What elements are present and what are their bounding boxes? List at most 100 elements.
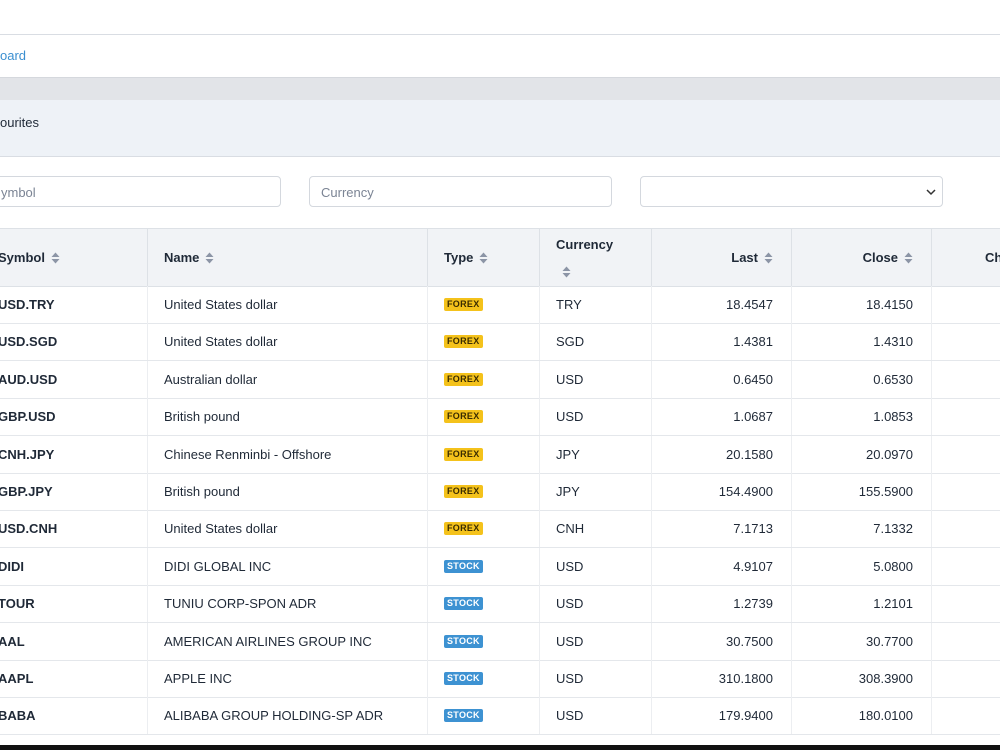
table-body: USD.TRY United States dollar FOREX TRY 18.45… (0, 286, 1000, 745)
table-row[interactable]: AAPL APPLE INC STOCK USD 310.1800 308.3900 (0, 660, 1000, 698)
header-text: Ch (985, 250, 1000, 265)
cell-text: 5.0800 (873, 558, 913, 574)
cell-text: Australian dollar (164, 371, 258, 387)
cell-text: 4.9107 (733, 558, 773, 574)
table-row[interactable]: BABA ALIBABA GROUP HOLDING-SP ADR STOCK USD… (0, 697, 1000, 736)
panel-header: ourites (0, 100, 1000, 157)
column-divider (791, 697, 792, 735)
column-divider (147, 473, 148, 510)
table-row[interactable]: GBP.JPY British pound FOREX JPY 154.4900 155.… (0, 473, 1000, 511)
cell-text: British pound (164, 484, 240, 499)
column-divider (147, 229, 148, 286)
sort-icon[interactable] (205, 252, 214, 264)
header-text: Close (862, 250, 898, 265)
column-divider (539, 435, 540, 473)
column-divider (147, 660, 148, 697)
cell-text: 30.7700 (866, 633, 913, 649)
cell-text: 308.3900 (858, 671, 913, 686)
column-divider (791, 360, 792, 398)
column-divider (651, 286, 652, 323)
cell-text: United States dollar (164, 334, 278, 350)
cell-text: 179.9400 (718, 708, 773, 724)
table-row[interactable]: CNH.JPY Chinese Renminbi - Offshore FOREX J… (0, 435, 1000, 474)
column-divider (791, 585, 792, 623)
table-row[interactable]: DIDI DIDI GLOBAL INC STOCK USD 4.9107 5.0800 (0, 547, 1000, 586)
cell-text: 1.4310 (873, 334, 913, 350)
column-divider (651, 697, 652, 735)
table-row[interactable]: AAL AMERICAN AIRLINES GROUP INC STOCK USD 30… (0, 622, 1000, 661)
column-divider (427, 697, 428, 735)
cell-text: JPY (556, 484, 580, 499)
cell-text: 310.1800 (718, 671, 773, 686)
cell-text: USD (556, 708, 584, 724)
column-divider (539, 697, 540, 735)
column-divider (539, 660, 540, 697)
symbol-filter[interactable]: ymbol (0, 176, 281, 207)
column-header[interactable]: Type (427, 229, 539, 286)
column-header[interactable]: Name (147, 229, 427, 286)
column-divider (147, 398, 148, 436)
breadcrumb-link[interactable]: oard (0, 48, 27, 63)
column-header[interactable]: Close (791, 229, 931, 286)
column-divider (931, 229, 932, 286)
sort-icon[interactable] (904, 252, 913, 264)
column-divider (427, 622, 428, 660)
cell-text: USD (556, 558, 584, 574)
column-divider (427, 323, 428, 361)
column-divider (539, 360, 540, 398)
column-divider (931, 473, 932, 510)
table-row[interactable]: USD.CNH United States dollar FOREX CNH 7.171… (0, 510, 1000, 549)
cell-text: 20.1580 (726, 446, 773, 462)
column-header[interactable]: Ch (931, 229, 1000, 286)
placeholder: Currency (321, 185, 374, 200)
column-header[interactable]: Last (651, 229, 791, 286)
column-divider (791, 510, 792, 548)
column-divider (427, 435, 428, 473)
column-divider (539, 286, 540, 323)
table-row[interactable]: TOUR TUNIU CORP-SPON ADR STOCK USD 1.2739 1.2… (0, 585, 1000, 624)
header-text: Last (731, 250, 758, 265)
table-row[interactable]: USD.SGD United States dollar FOREX SGD 1.438… (0, 323, 1000, 362)
cell-text: 1.0853 (873, 409, 913, 425)
cell-text: 1.4381 (733, 334, 773, 350)
column-divider (147, 286, 148, 323)
cell-text: JPY (556, 446, 580, 462)
cell-text: 1.2101 (873, 596, 913, 612)
table-row[interactable]: AUD.USD Australian dollar FOREX USD 0.6450 0.… (0, 360, 1000, 399)
sort-icon[interactable] (479, 252, 488, 264)
type-badge: STOCK (444, 597, 483, 611)
column-divider (539, 323, 540, 361)
column-divider (931, 286, 932, 323)
type-select[interactable] (640, 176, 943, 207)
sort-icon[interactable] (764, 252, 773, 264)
currency-filter[interactable]: Currency (309, 176, 612, 207)
column-header[interactable]: Currency (539, 229, 651, 286)
table-row[interactable]: USD.TRY United States dollar FOREX TRY 18.45… (0, 286, 1000, 324)
panel-title: ourites (0, 115, 40, 130)
column-divider (147, 510, 148, 548)
cell-text: 180.0100 (858, 708, 913, 724)
symbol: DIDI (0, 558, 24, 574)
table-row[interactable]: GBP.USD British pound FOREX USD 1.0687 1.0853 (0, 398, 1000, 437)
type-badge: FOREX (444, 335, 483, 349)
column-divider (427, 510, 428, 548)
column-divider (651, 398, 652, 436)
type-badge: STOCK (444, 709, 483, 723)
header-text: Type (444, 250, 474, 265)
table-header: Symbol Name Type Currency Last Close Ch (0, 228, 1000, 287)
sort-icon[interactable] (51, 252, 60, 264)
cell-text: 0.6450 (733, 371, 773, 387)
column-divider (539, 229, 540, 286)
cell-text: SGD (556, 334, 585, 350)
sort-icon[interactable] (562, 266, 571, 278)
column-divider (147, 622, 148, 660)
cell-text: DIDI GLOBAL INC (164, 558, 272, 574)
cell-text: 18.4150 (866, 297, 913, 312)
type-badge: STOCK (444, 559, 483, 573)
column-divider (651, 660, 652, 697)
symbol: CNH.JPY (0, 446, 55, 462)
symbol: AAPL (0, 671, 34, 686)
column-header[interactable]: Symbol (0, 229, 147, 286)
column-divider (147, 323, 148, 361)
column-divider (427, 585, 428, 623)
